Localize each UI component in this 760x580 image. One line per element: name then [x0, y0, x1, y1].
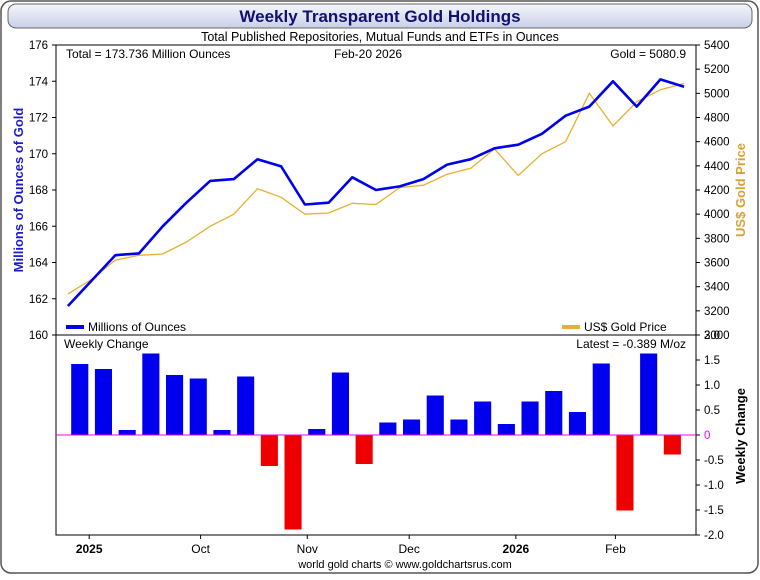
change-bar — [142, 353, 160, 435]
change-bar — [521, 401, 539, 435]
change-bar — [568, 412, 586, 435]
right-tick-label: 3400 — [704, 282, 730, 294]
change-bar — [213, 430, 231, 435]
footer-credit: world gold charts © www.goldchartsrus.co… — [297, 559, 512, 571]
change-bar — [284, 435, 302, 530]
x-tick-label: Nov — [297, 542, 318, 556]
latest-change-label: Latest = -0.389 M/oz — [576, 337, 686, 351]
upper-axis-ticks: 160 162 164 166 168 170 172 174 176 3000 3200 3400 3… — [29, 40, 730, 342]
chart-subtitle: Total Published Repositories, Mutual Fun… — [201, 30, 559, 44]
change-bar — [640, 353, 658, 435]
legend-gold-label: US$ Gold Price — [584, 320, 667, 334]
right-tick-label: 5000 — [704, 88, 730, 100]
change-bar — [379, 422, 397, 435]
x-tick-label: 2025 — [76, 542, 103, 556]
gold-price-label: Gold = 5080.9 — [610, 47, 686, 61]
right-tick-label: 3600 — [704, 258, 730, 270]
change-bar — [426, 395, 444, 435]
lower-axis-ticks: -2.0 -1.5 -1.0 -0.5 0 0.5 1.0 1.5 2.0 — [696, 330, 724, 542]
change-bar — [616, 435, 634, 511]
right-tick-label: 3000 — [704, 330, 730, 342]
change-bar — [545, 391, 563, 435]
change-tick-label: -2.0 — [704, 530, 724, 542]
change-bar — [71, 364, 89, 435]
right-tick-label: 4200 — [704, 185, 730, 197]
title-bar — [7, 3, 753, 29]
right-tick-label: 4800 — [704, 113, 730, 125]
right-tick-label: 5200 — [704, 64, 730, 76]
left-tick-label: 172 — [29, 113, 48, 125]
right-tick-label: 3200 — [704, 306, 730, 318]
total-label: Total = 173.736 Million Ounces — [66, 47, 230, 61]
left-tick-label: 168 — [29, 185, 48, 197]
date-label: Feb-20 2026 — [334, 47, 402, 61]
change-bar — [497, 424, 515, 435]
change-tick-label: -1.5 — [704, 505, 724, 517]
legend-holdings-label: Millions of Ounces — [88, 320, 186, 334]
x-tick-label: Feb — [605, 542, 626, 556]
chart-title: Weekly Transparent Gold Holdings — [239, 7, 520, 26]
change-bar — [331, 372, 349, 435]
left-tick-label: 170 — [29, 149, 48, 161]
change-bar — [189, 378, 207, 435]
change-bar — [355, 435, 373, 464]
change-bar — [308, 429, 326, 435]
left-tick-label: 160 — [29, 330, 48, 342]
change-tick-label: 0 — [704, 430, 710, 442]
right-tick-label: 3800 — [704, 233, 730, 245]
left-tick-label: 174 — [29, 76, 49, 88]
x-tick-label: 2026 — [503, 542, 530, 556]
weekly-change-bars — [71, 353, 681, 530]
left-tick-label: 164 — [29, 258, 49, 270]
x-tick-label: Oct — [191, 542, 210, 556]
change-bar — [592, 363, 610, 435]
change-tick-label: 2.0 — [704, 330, 720, 342]
change-tick-label: 1.5 — [704, 355, 720, 367]
x-axis-labels: 2025 Oct Nov Dec 2026 Feb — [76, 535, 626, 556]
change-bar — [663, 435, 681, 455]
right-tick-label: 5400 — [704, 40, 730, 52]
right-tick-label: 4600 — [704, 137, 730, 149]
change-tick-label: -0.5 — [704, 455, 724, 467]
change-bar — [474, 401, 492, 435]
change-tick-label: -1.0 — [704, 480, 724, 492]
change-bar — [403, 419, 421, 435]
right-axis-title: US$ Gold Price — [733, 143, 748, 237]
left-tick-label: 162 — [29, 294, 48, 306]
change-bar — [166, 375, 184, 435]
change-bar — [118, 430, 136, 435]
change-bar — [260, 435, 278, 466]
change-tick-label: 0.5 — [704, 405, 720, 417]
change-bar — [237, 376, 255, 435]
weekly-change-title: Weekly Change — [64, 337, 149, 351]
change-tick-label: 1.0 — [704, 380, 720, 392]
right-tick-label: 4400 — [704, 161, 730, 173]
holdings-line — [66, 78, 685, 307]
left-tick-label: 176 — [29, 40, 48, 52]
right-tick-label: 4000 — [704, 209, 730, 221]
x-tick-label: Dec — [399, 542, 420, 556]
weekly-change-axis-title: Weekly Change — [733, 388, 748, 484]
change-bar — [94, 369, 112, 435]
left-tick-label: 166 — [29, 221, 48, 233]
change-bar — [450, 419, 468, 435]
left-axis-title: Millions of Ounces of Gold — [11, 108, 26, 273]
